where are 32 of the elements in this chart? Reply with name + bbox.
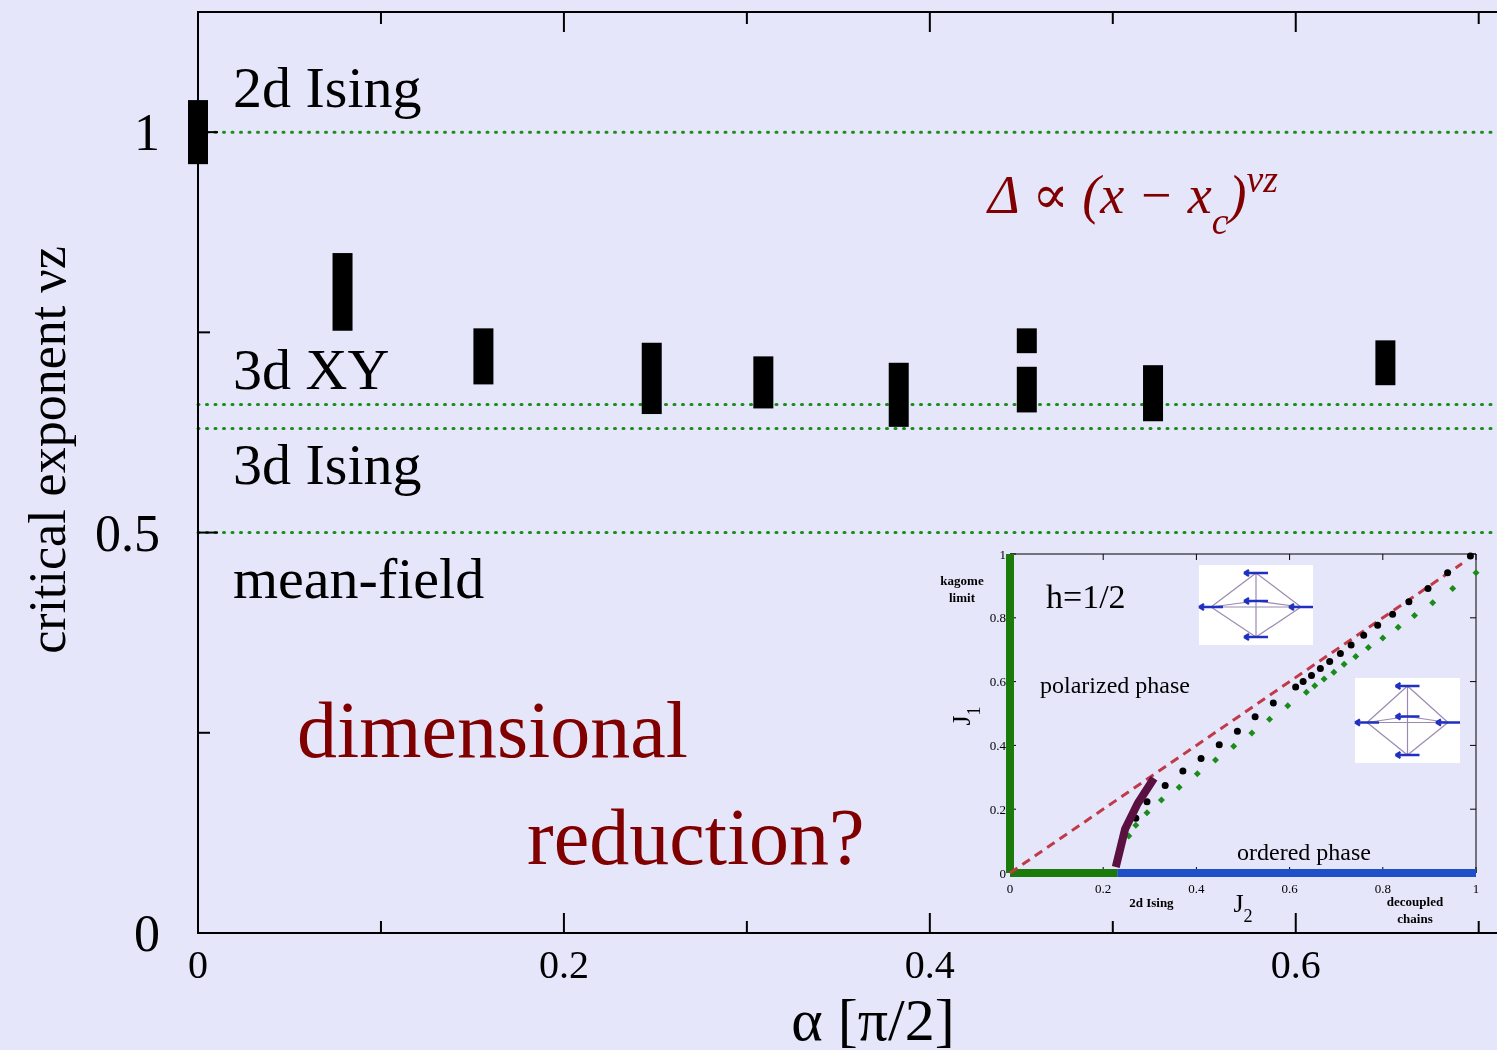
y-tick-label: 0 [999, 865, 1006, 881]
annotation: polarized phase [1040, 672, 1190, 698]
y-tick-label: 1 [999, 546, 1006, 562]
ref-line-label: mean-field [233, 545, 485, 611]
y-tick-label: 0.4 [989, 737, 1007, 753]
annotation: h=1/2 [1046, 578, 1126, 615]
ref-line-label: 3d XY [233, 337, 390, 403]
x-tick-label: 0.4 [1188, 881, 1206, 896]
annotation: dimensional reduction? [297, 686, 865, 881]
ref-line-label: kagome limit [940, 573, 984, 605]
x-tick-label: 0.8 [1374, 881, 1391, 896]
ref-line-label: 3d Ising [233, 432, 422, 498]
y-tick-label: 0.5 [95, 504, 160, 562]
annotation: ordered phase [1237, 839, 1371, 865]
x-tick-label: 0.2 [1095, 881, 1112, 896]
annotation: 2d Ising [1129, 895, 1175, 910]
y-axis-title: critical exponent νz [19, 246, 76, 654]
x-tick-label: 0.2 [538, 942, 589, 987]
x-tick-label: 1 [1472, 881, 1480, 896]
annotation: Δ ∝ (x − x$_{c}$)$^{νz}$ [986, 158, 1279, 242]
y-tick-label: 0.2 [989, 801, 1006, 817]
x-axis-title: α [π/2] [791, 987, 955, 1050]
ref-line-label: 2d Ising [233, 55, 422, 121]
x-tick-label: 0.4 [904, 942, 955, 987]
y-tick-label: 0.6 [989, 674, 1007, 690]
annotation: decoupled chains [1386, 894, 1444, 926]
y-tick-label: 1 [134, 104, 160, 162]
y-tick-label: 0.8 [989, 610, 1006, 626]
x-tick-label: 0 [188, 942, 208, 987]
x-tick-label: 0.6 [1270, 942, 1321, 987]
x-tick-label: 0.6 [1281, 881, 1299, 896]
x-axis-title: J$_{2}$ [1233, 889, 1253, 926]
